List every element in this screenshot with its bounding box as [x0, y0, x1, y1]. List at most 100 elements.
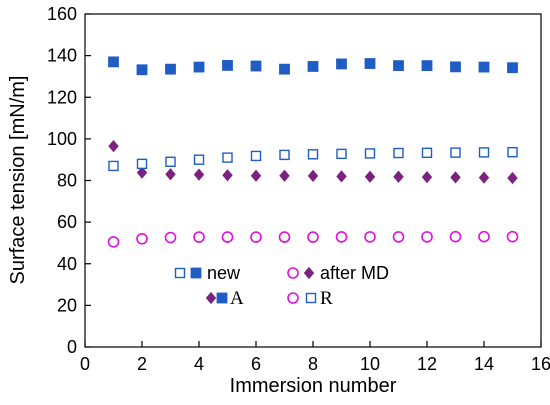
point-receding-new-2 [165, 156, 176, 167]
legend-label-1-1: R [320, 288, 333, 309]
point-receding-new-0 [108, 160, 119, 172]
point-advancing-after-md-3 [193, 168, 205, 181]
legend-marker-1-0-a [205, 291, 217, 305]
legend-marker-0-0-a [174, 267, 186, 279]
x-tick-label-1: 2 [137, 354, 147, 374]
point-advancing-new-7 [307, 61, 319, 72]
y-axis: 0 20 40 60 80 100 120 140 160 [47, 4, 91, 357]
point-receding-new-4 [222, 152, 233, 163]
point-receding-after-md-14 [506, 230, 519, 243]
point-advancing-new-10 [393, 60, 404, 72]
point-advancing-new-6 [279, 63, 290, 75]
y-tick-label-5: 100 [47, 129, 77, 149]
point-advancing-after-md-14 [507, 171, 518, 185]
point-advancing-after-md-13 [478, 171, 490, 184]
point-advancing-new-4 [222, 60, 233, 71]
y-tick-label-2: 40 [57, 254, 77, 274]
point-receding-new-9 [364, 148, 376, 159]
point-advancing-after-md-10 [393, 170, 404, 183]
data-series [107, 56, 519, 248]
y-axis-title: Surface tension [mN/m] [7, 76, 29, 285]
point-receding-after-md-0 [107, 236, 120, 248]
point-advancing-after-md-11 [421, 171, 433, 184]
legend-label-0-0: new [207, 263, 241, 283]
x-tick-label-2: 4 [194, 354, 204, 374]
y-tick-label-4: 80 [57, 171, 77, 191]
point-receding-new-11 [421, 147, 433, 159]
point-receding-new-5 [250, 150, 262, 162]
point-receding-after-md-2 [164, 231, 177, 244]
series-advancing-after-md [108, 140, 518, 185]
x-tick-label-0: 0 [80, 354, 90, 374]
y-tick-label-8: 160 [47, 4, 77, 24]
y-tick-label-0: 0 [67, 337, 77, 357]
point-advancing-new-12 [450, 61, 461, 73]
point-receding-after-md-10 [392, 231, 405, 243]
point-advancing-new-14 [507, 62, 518, 74]
point-receding-after-md-11 [421, 231, 433, 243]
legend-marker-1-1-b [305, 292, 317, 304]
x-tick-label-3: 6 [251, 354, 261, 374]
point-advancing-after-md-9 [364, 170, 376, 183]
legend-label-0-1: after MD [320, 263, 389, 283]
x-tick-label-7: 14 [474, 354, 494, 374]
point-receding-after-md-5 [250, 231, 262, 243]
point-receding-new-8 [336, 148, 347, 160]
legend-marker-1-1-a [287, 292, 299, 304]
point-advancing-new-5 [250, 60, 262, 72]
y-tick-label-3: 60 [57, 212, 77, 232]
y-tick-label-7: 140 [47, 46, 77, 66]
series-receding-new [108, 146, 518, 172]
point-receding-after-md-13 [478, 230, 490, 243]
point-advancing-after-md-1 [136, 166, 148, 179]
point-receding-new-12 [450, 147, 461, 158]
series-advancing-new [108, 56, 518, 76]
x-tick-label-6: 12 [417, 354, 437, 374]
point-receding-after-md-8 [335, 231, 348, 243]
point-advancing-new-1 [136, 64, 148, 76]
legend: new after MD A R [174, 263, 389, 309]
point-advancing-after-md-12 [450, 171, 461, 184]
point-receding-new-1 [136, 158, 148, 170]
point-advancing-after-md-5 [250, 169, 262, 182]
point-receding-after-md-4 [221, 231, 234, 243]
y-tick-label-1: 20 [57, 295, 77, 315]
legend-marker-1-0-b [216, 292, 228, 304]
point-receding-new-3 [193, 154, 205, 165]
legend-marker-0-0-b [190, 267, 202, 279]
point-receding-new-7 [307, 149, 319, 160]
point-advancing-after-md-2 [165, 168, 176, 181]
point-receding-new-10 [393, 147, 404, 159]
point-receding-after-md-9 [364, 231, 376, 243]
x-axis: 0 2 4 6 8 10 12 14 16 [80, 341, 550, 374]
point-advancing-after-md-8 [336, 170, 347, 183]
x-tick-label-5: 10 [360, 354, 380, 374]
point-advancing-after-md-4 [222, 169, 233, 182]
point-receding-new-13 [478, 147, 490, 158]
y-tick-label-6: 120 [47, 87, 77, 107]
point-advancing-new-11 [421, 60, 433, 72]
point-receding-after-md-3 [193, 231, 205, 243]
x-axis-title: Immersion number [230, 375, 397, 397]
point-advancing-new-2 [165, 63, 176, 75]
legend-label-1-0: A [230, 288, 244, 309]
legend-marker-0-1-a [287, 267, 299, 279]
point-receding-after-md-1 [136, 232, 148, 245]
point-advancing-after-md-6 [279, 169, 290, 182]
x-tick-label-8: 16 [531, 354, 550, 374]
point-advancing-new-0 [108, 56, 119, 68]
point-receding-after-md-12 [449, 230, 462, 243]
point-advancing-new-9 [364, 58, 376, 69]
x-tick-label-4: 8 [308, 354, 318, 374]
point-advancing-after-md-7 [307, 169, 319, 183]
point-advancing-new-13 [478, 61, 490, 73]
point-receding-new-6 [279, 149, 290, 161]
legend-marker-0-1-b [303, 266, 315, 280]
point-receding-after-md-6 [278, 231, 291, 243]
point-advancing-new-3 [193, 61, 205, 73]
point-advancing-after-md-0 [108, 140, 119, 153]
point-receding-after-md-7 [307, 231, 319, 243]
point-advancing-new-8 [336, 58, 347, 70]
series-receding-after-md [107, 230, 519, 248]
